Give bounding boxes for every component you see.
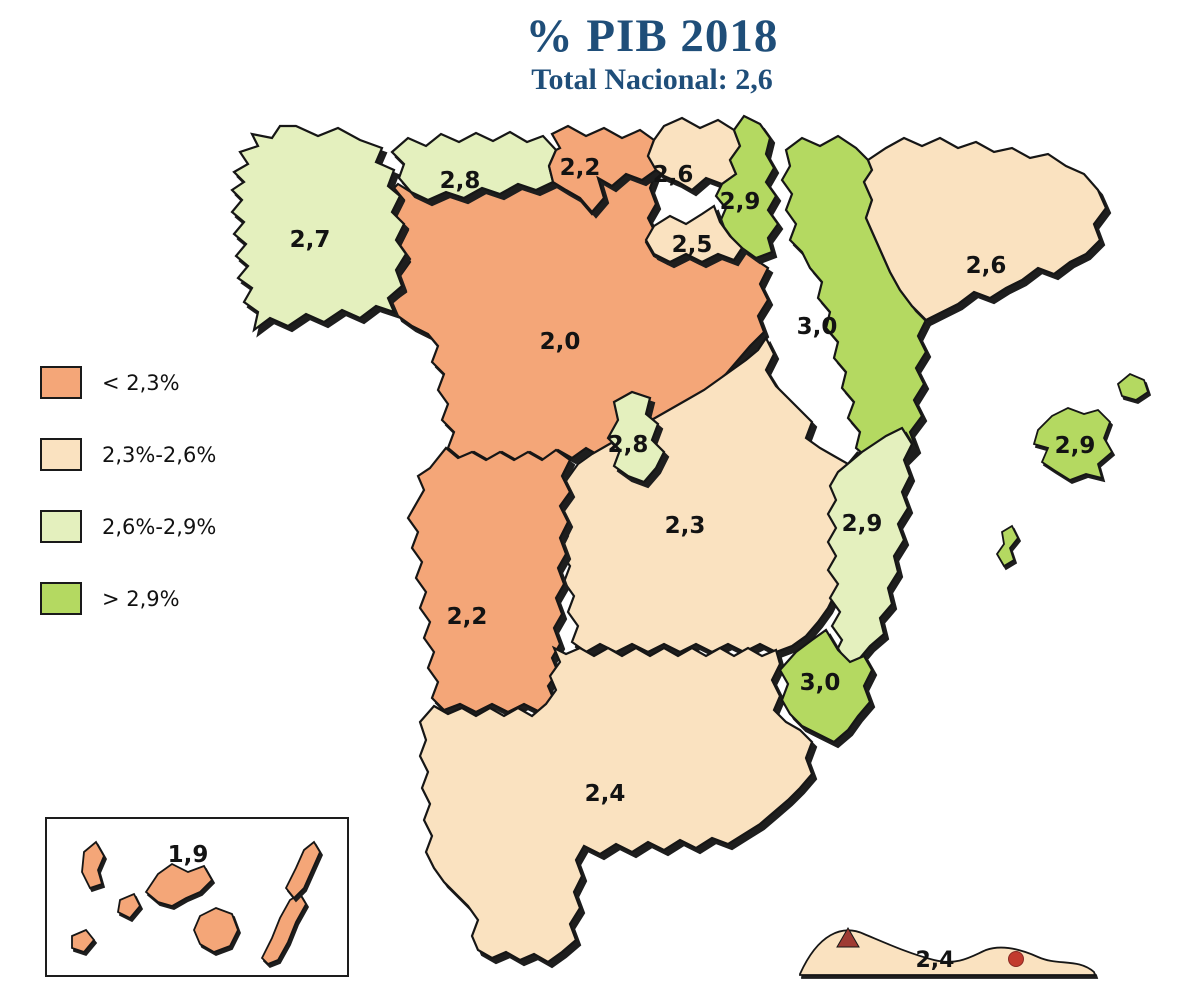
legend-row: > 2,9% [40,582,216,615]
legend-label-lt23: < 2,3% [102,370,180,395]
canarias-inset-box [45,817,349,977]
region-label-la-rioja: 2,5 [672,232,713,258]
legend-row: 2,6%-2,9% [40,510,216,543]
region-madrid [606,390,666,484]
region-galicia [230,124,408,333]
region-label-canarias: 1,9 [168,842,209,868]
region-label-pais-vasco: 2,6 [653,162,694,188]
region-extremadura [406,446,572,714]
region-label-madrid: 2,8 [608,432,649,458]
region-canarias-gran-canaria [193,907,239,953]
legend-label-23-26: 2,3%-2,6% [102,442,217,467]
region-baleares-menorca [1116,372,1150,401]
region-murcia [778,628,874,744]
region-canarias-lanzarote [284,840,322,900]
region-navarra [714,114,780,260]
dot-marker-icon [1008,951,1024,967]
region-label-castilla-y-leon: 2,0 [540,329,581,355]
region-baleares-ibiza [995,524,1020,568]
legend: < 2,3% 2,3%-2,6% 2,6%-2,9% > 2,9% [40,366,216,615]
legend-swatch-26-29 [40,510,82,543]
legend-label-gt29: > 2,9% [102,586,180,611]
region-baleares-mallorca [1032,407,1114,481]
legend-swatch-23-26 [40,438,82,471]
region-label-asturias: 2,8 [440,168,481,194]
region-andalucia [418,645,814,964]
legend-row: 2,3%-2,6% [40,438,216,471]
region-label-galicia: 2,7 [290,227,331,253]
region-label-andalucia: 2,4 [585,781,626,807]
triangle-marker-icon [836,927,860,948]
region-cataluna [862,136,1108,322]
region-canarias-la-palma [81,840,106,890]
page-subtitle: Total Nacional: 2,6 [531,63,773,97]
region-label-navarra: 2,9 [720,189,761,215]
region-label-castilla-la-mancha: 2,3 [665,513,706,539]
region-canarias-tenerife [144,862,214,907]
region-canarias-la-gomera [117,892,142,920]
page-title: % PIB 2018 [525,10,779,62]
region-la-rioja [644,204,744,264]
region-label-cataluna: 2,6 [966,253,1007,279]
region-label-baleares: 2,9 [1055,433,1096,459]
region-canarias-el-hierro [71,928,96,954]
region-label-aragon: 3,0 [797,314,838,340]
region-canarias-fuerteventura [260,892,308,966]
legend-swatch-lt23 [40,366,82,399]
title-block: % PIB 2018 Total Nacional: 2,6 [52,10,1200,97]
region-label-cantabria: 2,2 [560,155,601,181]
region-cantabria [547,124,658,214]
legend-swatch-gt29 [40,582,82,615]
region-label-ceuta-melilla: 2,4 [916,948,955,973]
legend-row: < 2,3% [40,366,216,399]
region-label-comunidad-valenciana: 2,9 [842,511,883,537]
region-label-murcia: 3,0 [800,670,841,696]
legend-label-26-29: 2,6%-2,9% [102,514,217,539]
region-label-extremadura: 2,2 [447,604,488,630]
